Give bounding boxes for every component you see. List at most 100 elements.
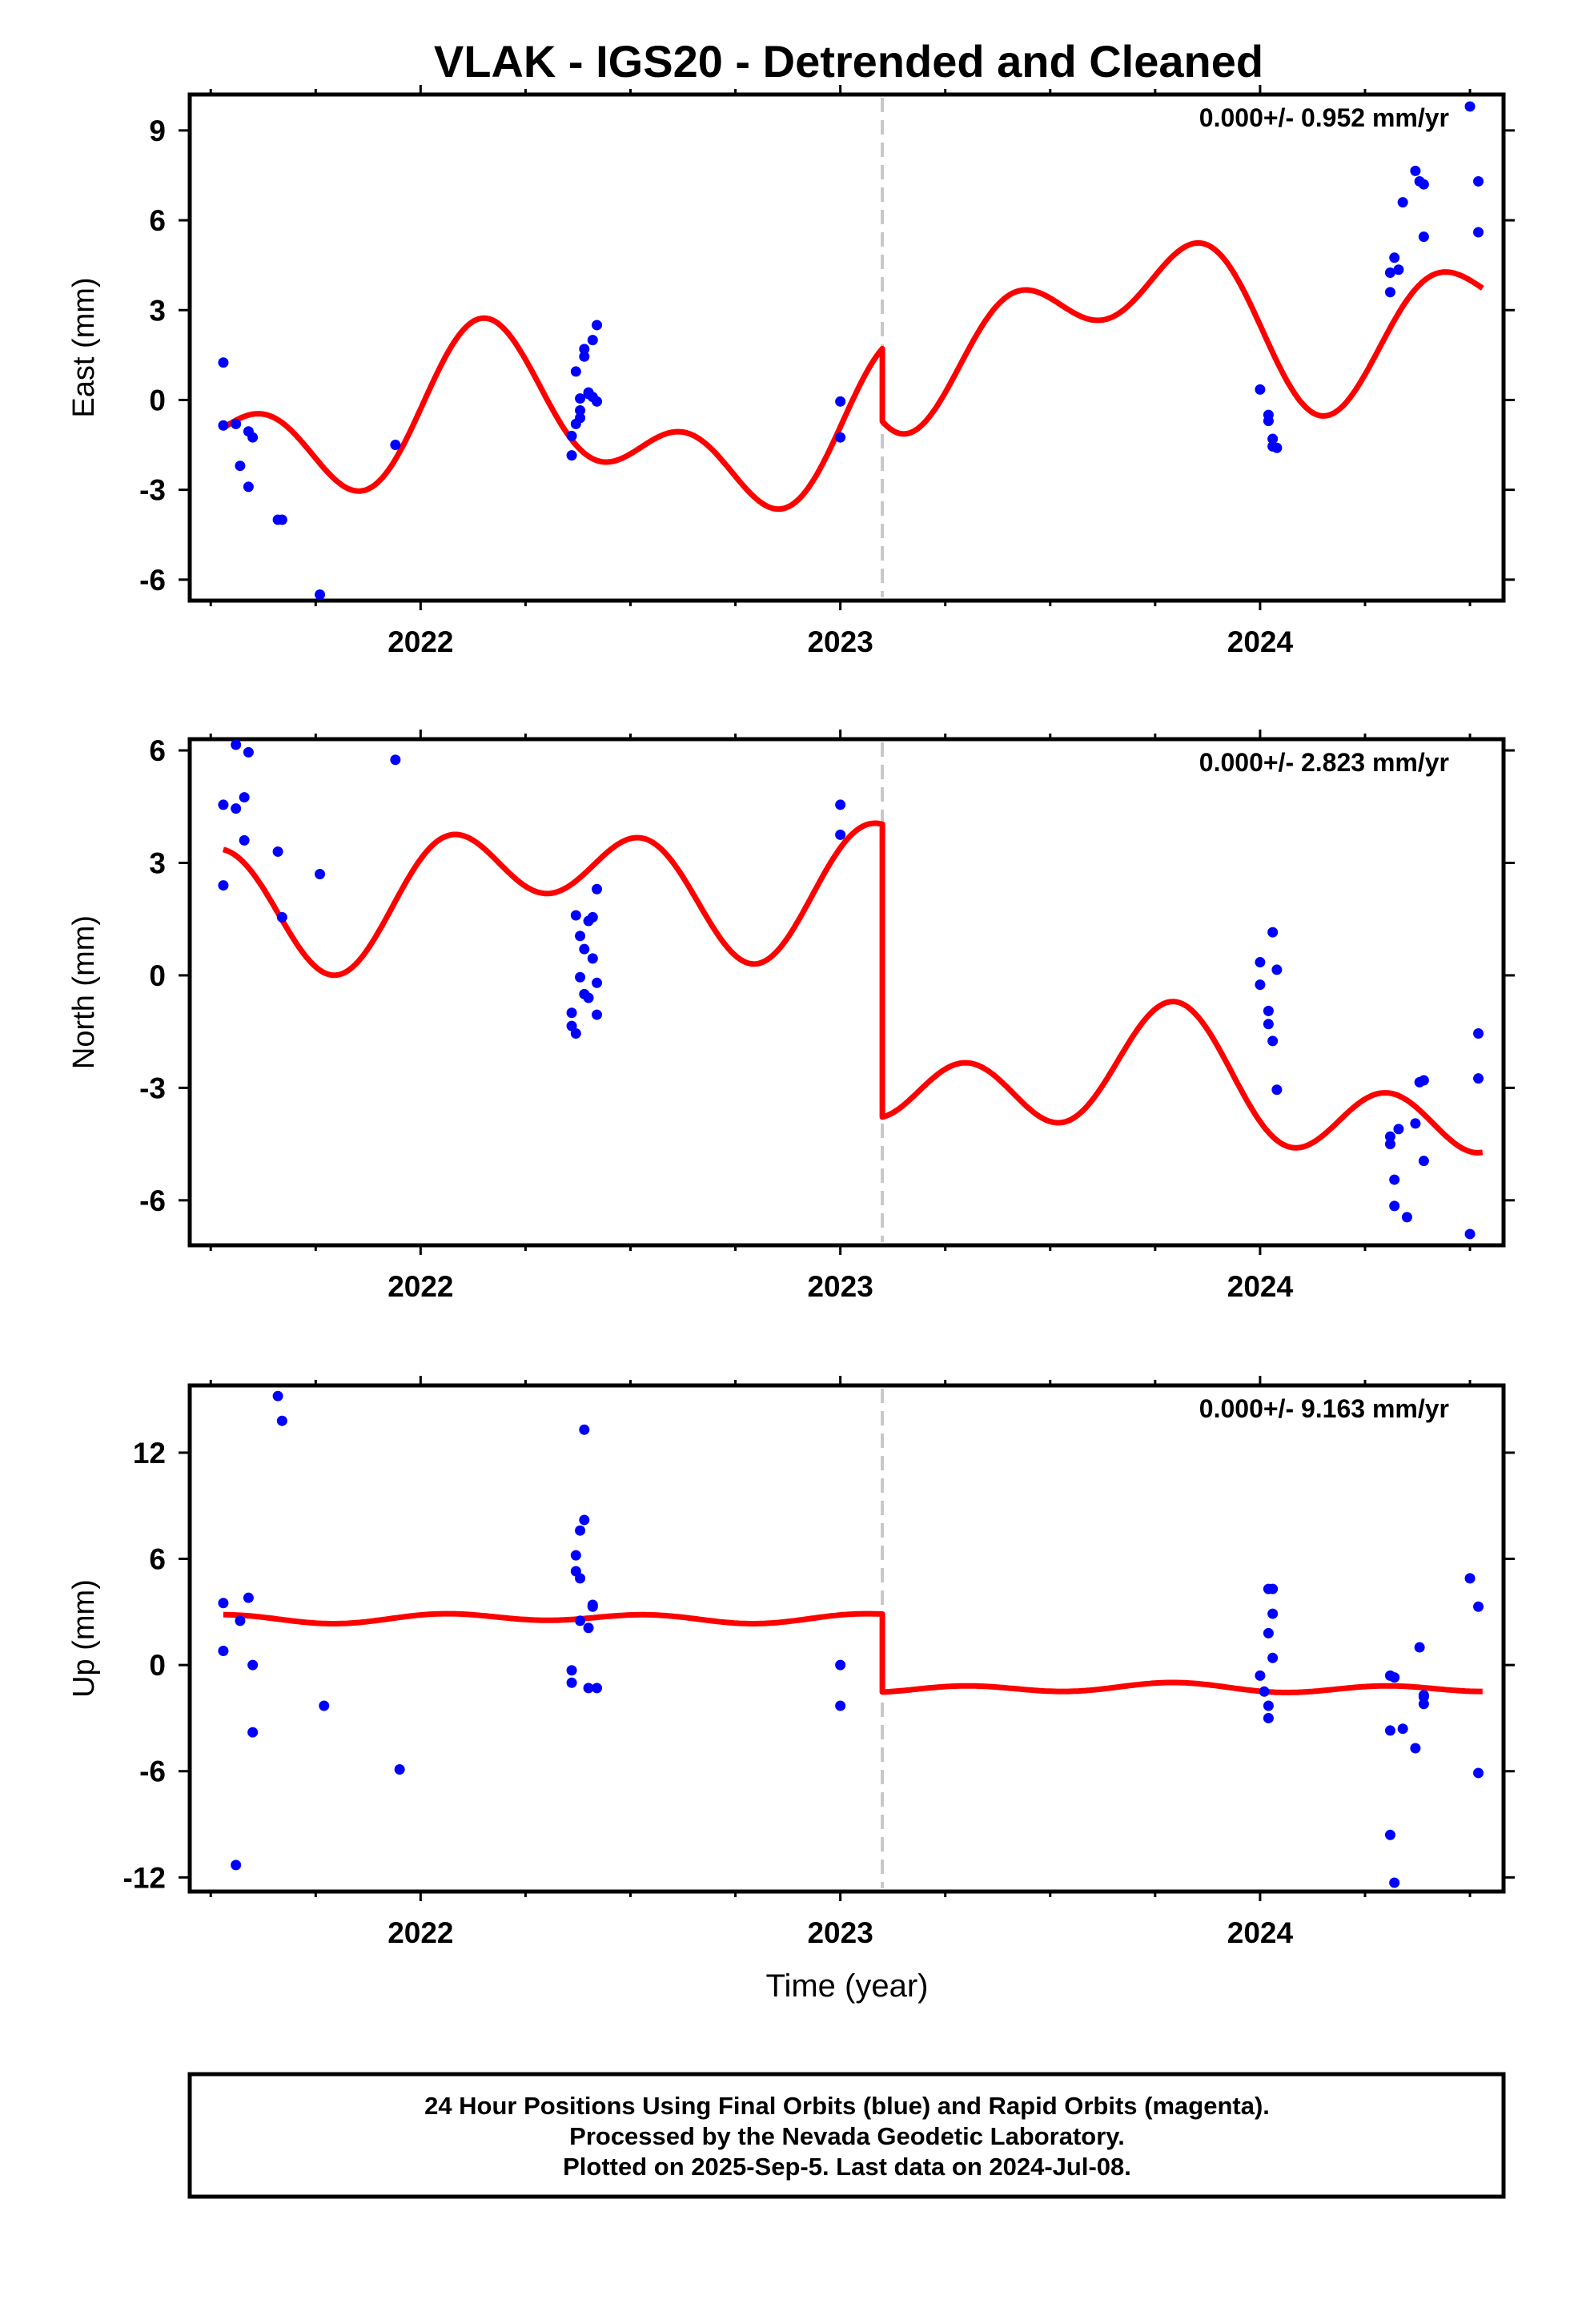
east-data-point (1410, 165, 1421, 176)
up-rate-label: 0.000+/- 9.163 mm/yr (1199, 1394, 1449, 1423)
north-data-point (1418, 1075, 1429, 1086)
up-data-point (247, 1659, 259, 1671)
up-data-point (1389, 1672, 1400, 1683)
up-data-point (835, 1700, 846, 1711)
north-data-point (1255, 957, 1266, 968)
east-rate-label: 0.000+/- 0.952 mm/yr (1199, 103, 1449, 132)
up-data-point (1255, 1670, 1266, 1681)
east-data-point (315, 589, 326, 601)
east-y-tick-label: 3 (149, 294, 166, 327)
east-x-tick-label: 2023 (807, 625, 873, 658)
north-y-axis-label: North (mm) (67, 915, 101, 1069)
x-axis-label: Time (year) (766, 1968, 929, 2004)
up-data-point (1410, 1743, 1421, 1754)
east-data-point (575, 393, 586, 404)
north-data-point (239, 792, 250, 803)
north-plot-frame (187, 737, 1506, 1248)
north-y-tick-label: 3 (149, 846, 166, 879)
east-y-tick-label: 9 (149, 115, 166, 147)
up-x-tick-label: 2024 (1227, 1916, 1294, 1949)
up-data-point (1397, 1723, 1408, 1735)
east-data-point (579, 344, 590, 355)
up-data-point (566, 1677, 577, 1688)
up-data-point (566, 1665, 577, 1676)
east-plot-frame (187, 92, 1506, 603)
up-data-point (835, 1659, 846, 1671)
north-data-point (835, 829, 846, 840)
up-data-point (1418, 1699, 1429, 1710)
up-panel: 2022 2023 2024 12 6 0 -6 -12 Up (mm) 0.000+/- 9.1… (67, 1376, 1515, 1949)
north-y-tick-label: 0 (149, 959, 166, 992)
east-y-axis-label: East (mm) (67, 277, 101, 417)
north-data-point (1473, 1027, 1484, 1039)
up-data-point (1384, 1829, 1395, 1840)
up-data-point (272, 1390, 283, 1401)
up-data-point (583, 1622, 594, 1634)
north-data-point (587, 953, 598, 964)
east-y-tick-label: 6 (149, 204, 166, 237)
north-data-point (1384, 1131, 1395, 1142)
east-data-point (247, 432, 259, 443)
east-data-point (1255, 384, 1266, 395)
up-data-point (1263, 1700, 1274, 1711)
north-data-point (218, 799, 229, 810)
north-data-point (1464, 1228, 1476, 1240)
north-data-point (1255, 979, 1266, 991)
north-model-curve (222, 820, 1484, 1156)
north-data-point (1418, 1156, 1429, 1167)
up-data-point (1267, 1608, 1279, 1619)
east-data-point (243, 481, 254, 493)
east-x-tick-label: 2022 (387, 625, 453, 658)
up-data-point (1267, 1583, 1279, 1594)
east-data-point (1384, 267, 1395, 279)
up-data-point (575, 1525, 586, 1536)
north-data-point (570, 1027, 581, 1039)
north-data-point (1401, 1212, 1412, 1223)
up-data-point (276, 1415, 287, 1426)
up-data-point (1267, 1652, 1279, 1663)
up-data-point (587, 1601, 598, 1612)
east-data-point (575, 405, 586, 416)
up-x-tick-label: 2023 (807, 1916, 873, 1949)
north-data-point (1263, 1019, 1274, 1030)
north-data-point (592, 977, 603, 988)
east-data-point (218, 420, 229, 431)
north-data-point (835, 799, 846, 810)
east-panel: 2022 2023 2024 9 6 3 0 -3 -6 East (mm) 0.000+/- 0.… (67, 85, 1515, 658)
north-data-point (231, 803, 242, 814)
footer-box: 24 Hour Positions Using Final Orbits (bl… (187, 2072, 1506, 2199)
up-y-tick-label: -6 (139, 1755, 166, 1788)
up-data-point (583, 1683, 594, 1694)
up-data-point (394, 1764, 405, 1775)
up-data-point (231, 1860, 242, 1871)
east-data-point (1393, 264, 1404, 275)
up-data-point (1263, 1712, 1274, 1723)
up-data-point (1389, 1877, 1400, 1888)
east-data-point (1397, 197, 1408, 208)
north-rate-label: 0.000+/- 2.823 mm/yr (1199, 748, 1449, 777)
up-data-point (243, 1592, 254, 1603)
up-data-point (218, 1645, 229, 1656)
footer-line-1: 24 Hour Positions Using Final Orbits (bl… (424, 2092, 1270, 2120)
east-data-point (570, 366, 581, 377)
east-data-point (1418, 179, 1429, 190)
up-y-tick-label: -12 (123, 1861, 166, 1894)
north-data-point (1271, 964, 1283, 975)
north-data-point (570, 910, 581, 921)
footer-line-2: Processed by the Nevada Geodetic Laborat… (569, 2122, 1125, 2150)
up-x-tick-label: 2022 (387, 1916, 453, 1949)
east-data-point (1389, 252, 1400, 263)
north-data-point (1271, 1084, 1283, 1096)
up-data-point (575, 1615, 586, 1626)
up-data-point (579, 1514, 590, 1526)
north-data-point (1384, 1139, 1395, 1150)
up-y-tick-label: 12 (133, 1437, 166, 1470)
north-data-point (243, 746, 254, 758)
up-plot-frame (187, 1383, 1506, 1894)
footer-border (187, 2072, 1506, 2199)
up-data-point (1259, 1686, 1270, 1697)
up-data-point (1384, 1725, 1395, 1736)
up-data-point (247, 1727, 259, 1738)
east-y-tick-label: -3 (139, 474, 166, 507)
